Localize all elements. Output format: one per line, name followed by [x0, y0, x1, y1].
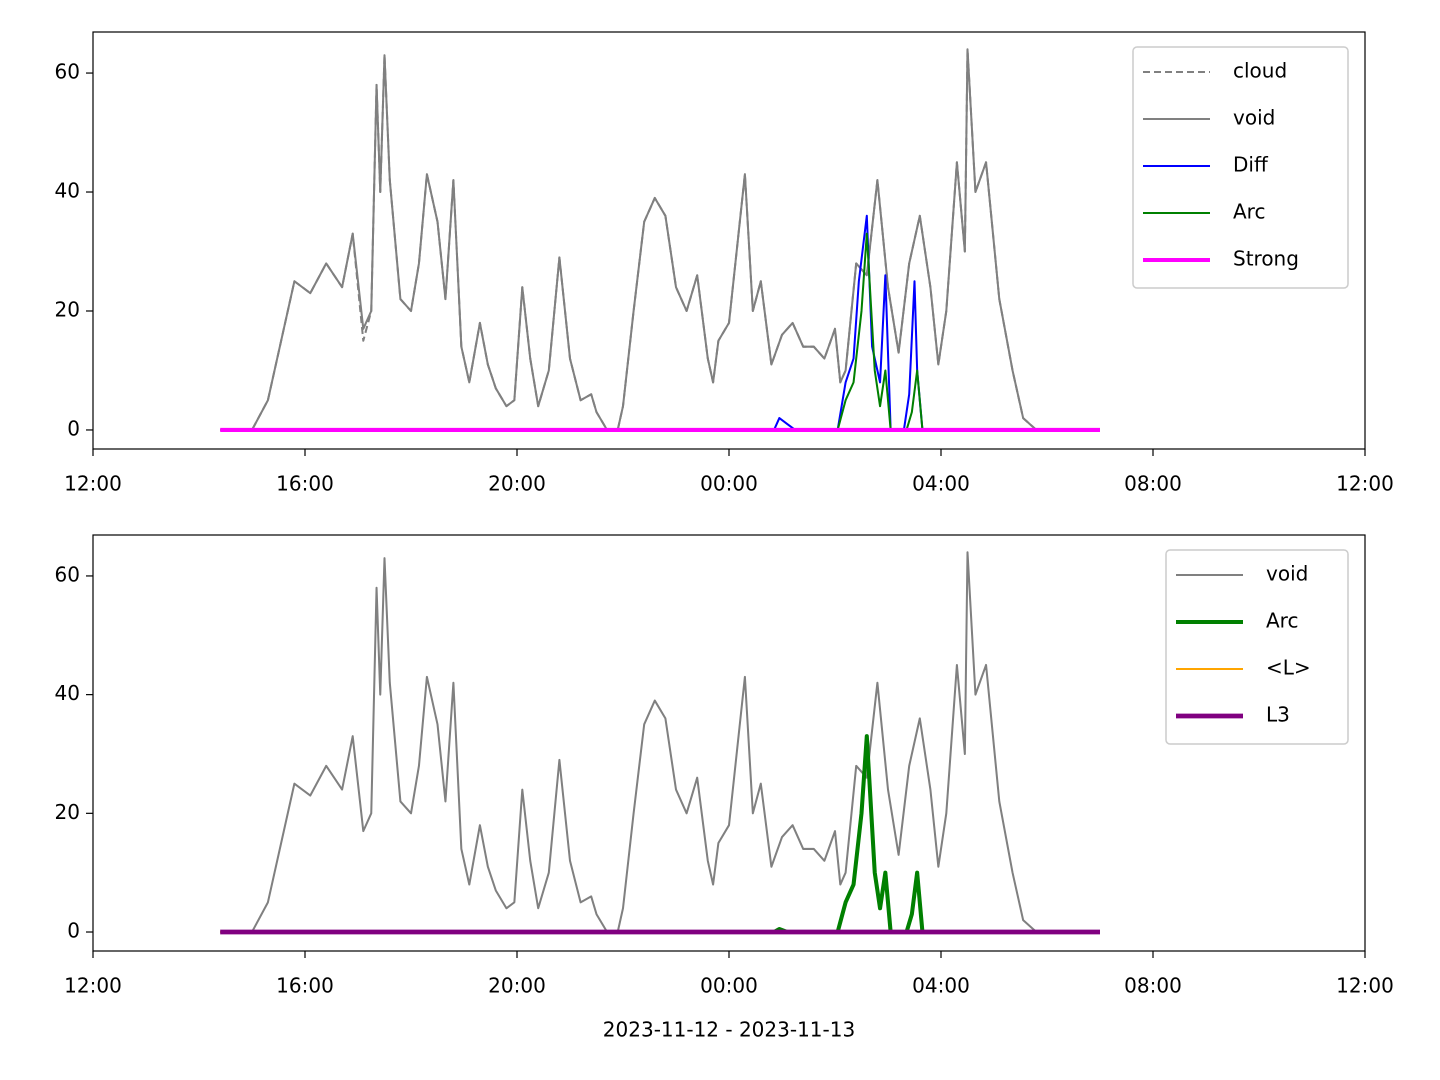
x-tick-label: 08:00	[1124, 974, 1182, 998]
y-tick-label: 0	[67, 919, 80, 943]
legend-label: Arc	[1233, 200, 1265, 224]
legend-label: void	[1266, 562, 1308, 586]
legend-label: void	[1233, 106, 1275, 130]
series-line	[220, 48, 1100, 431]
series-line	[836, 232, 924, 431]
x-tick-label: 00:00	[700, 974, 758, 998]
x-tick-label: 12:00	[1336, 472, 1394, 496]
x-tick-label: 04:00	[912, 472, 970, 496]
y-tick-label: 60	[55, 60, 80, 84]
legend-label: <L>	[1266, 656, 1311, 680]
x-tick-label: 00:00	[700, 472, 758, 496]
x-tick-label: 12:00	[64, 472, 122, 496]
x-tick-label: 16:00	[276, 974, 334, 998]
x-tick-label: 04:00	[912, 974, 970, 998]
legend-box	[1132, 46, 1349, 289]
y-tick-label: 40	[55, 681, 80, 705]
legend-label: Strong	[1233, 247, 1299, 271]
x-axis-label: 2023-11-12 - 2023-11-13	[603, 1018, 855, 1042]
legend-box	[1165, 549, 1349, 745]
x-tick-label: 12:00	[1336, 974, 1394, 998]
y-tick-label: 20	[55, 297, 80, 321]
x-tick-label: 20:00	[488, 974, 546, 998]
x-tick-label: 20:00	[488, 472, 546, 496]
y-tick-label: 60	[55, 562, 80, 586]
series-line	[220, 551, 1100, 934]
series-line	[773, 214, 924, 431]
y-tick-label: 0	[67, 416, 80, 440]
legend-label: cloud	[1233, 59, 1287, 83]
x-tick-label: 16:00	[276, 472, 334, 496]
legend-label: Diff	[1233, 153, 1269, 177]
y-tick-label: 20	[55, 800, 80, 824]
x-tick-label: 08:00	[1124, 472, 1182, 496]
legend-label: L3	[1266, 703, 1290, 727]
y-tick-label: 40	[55, 179, 80, 203]
legend-label: Arc	[1266, 609, 1298, 633]
x-tick-label: 12:00	[64, 974, 122, 998]
